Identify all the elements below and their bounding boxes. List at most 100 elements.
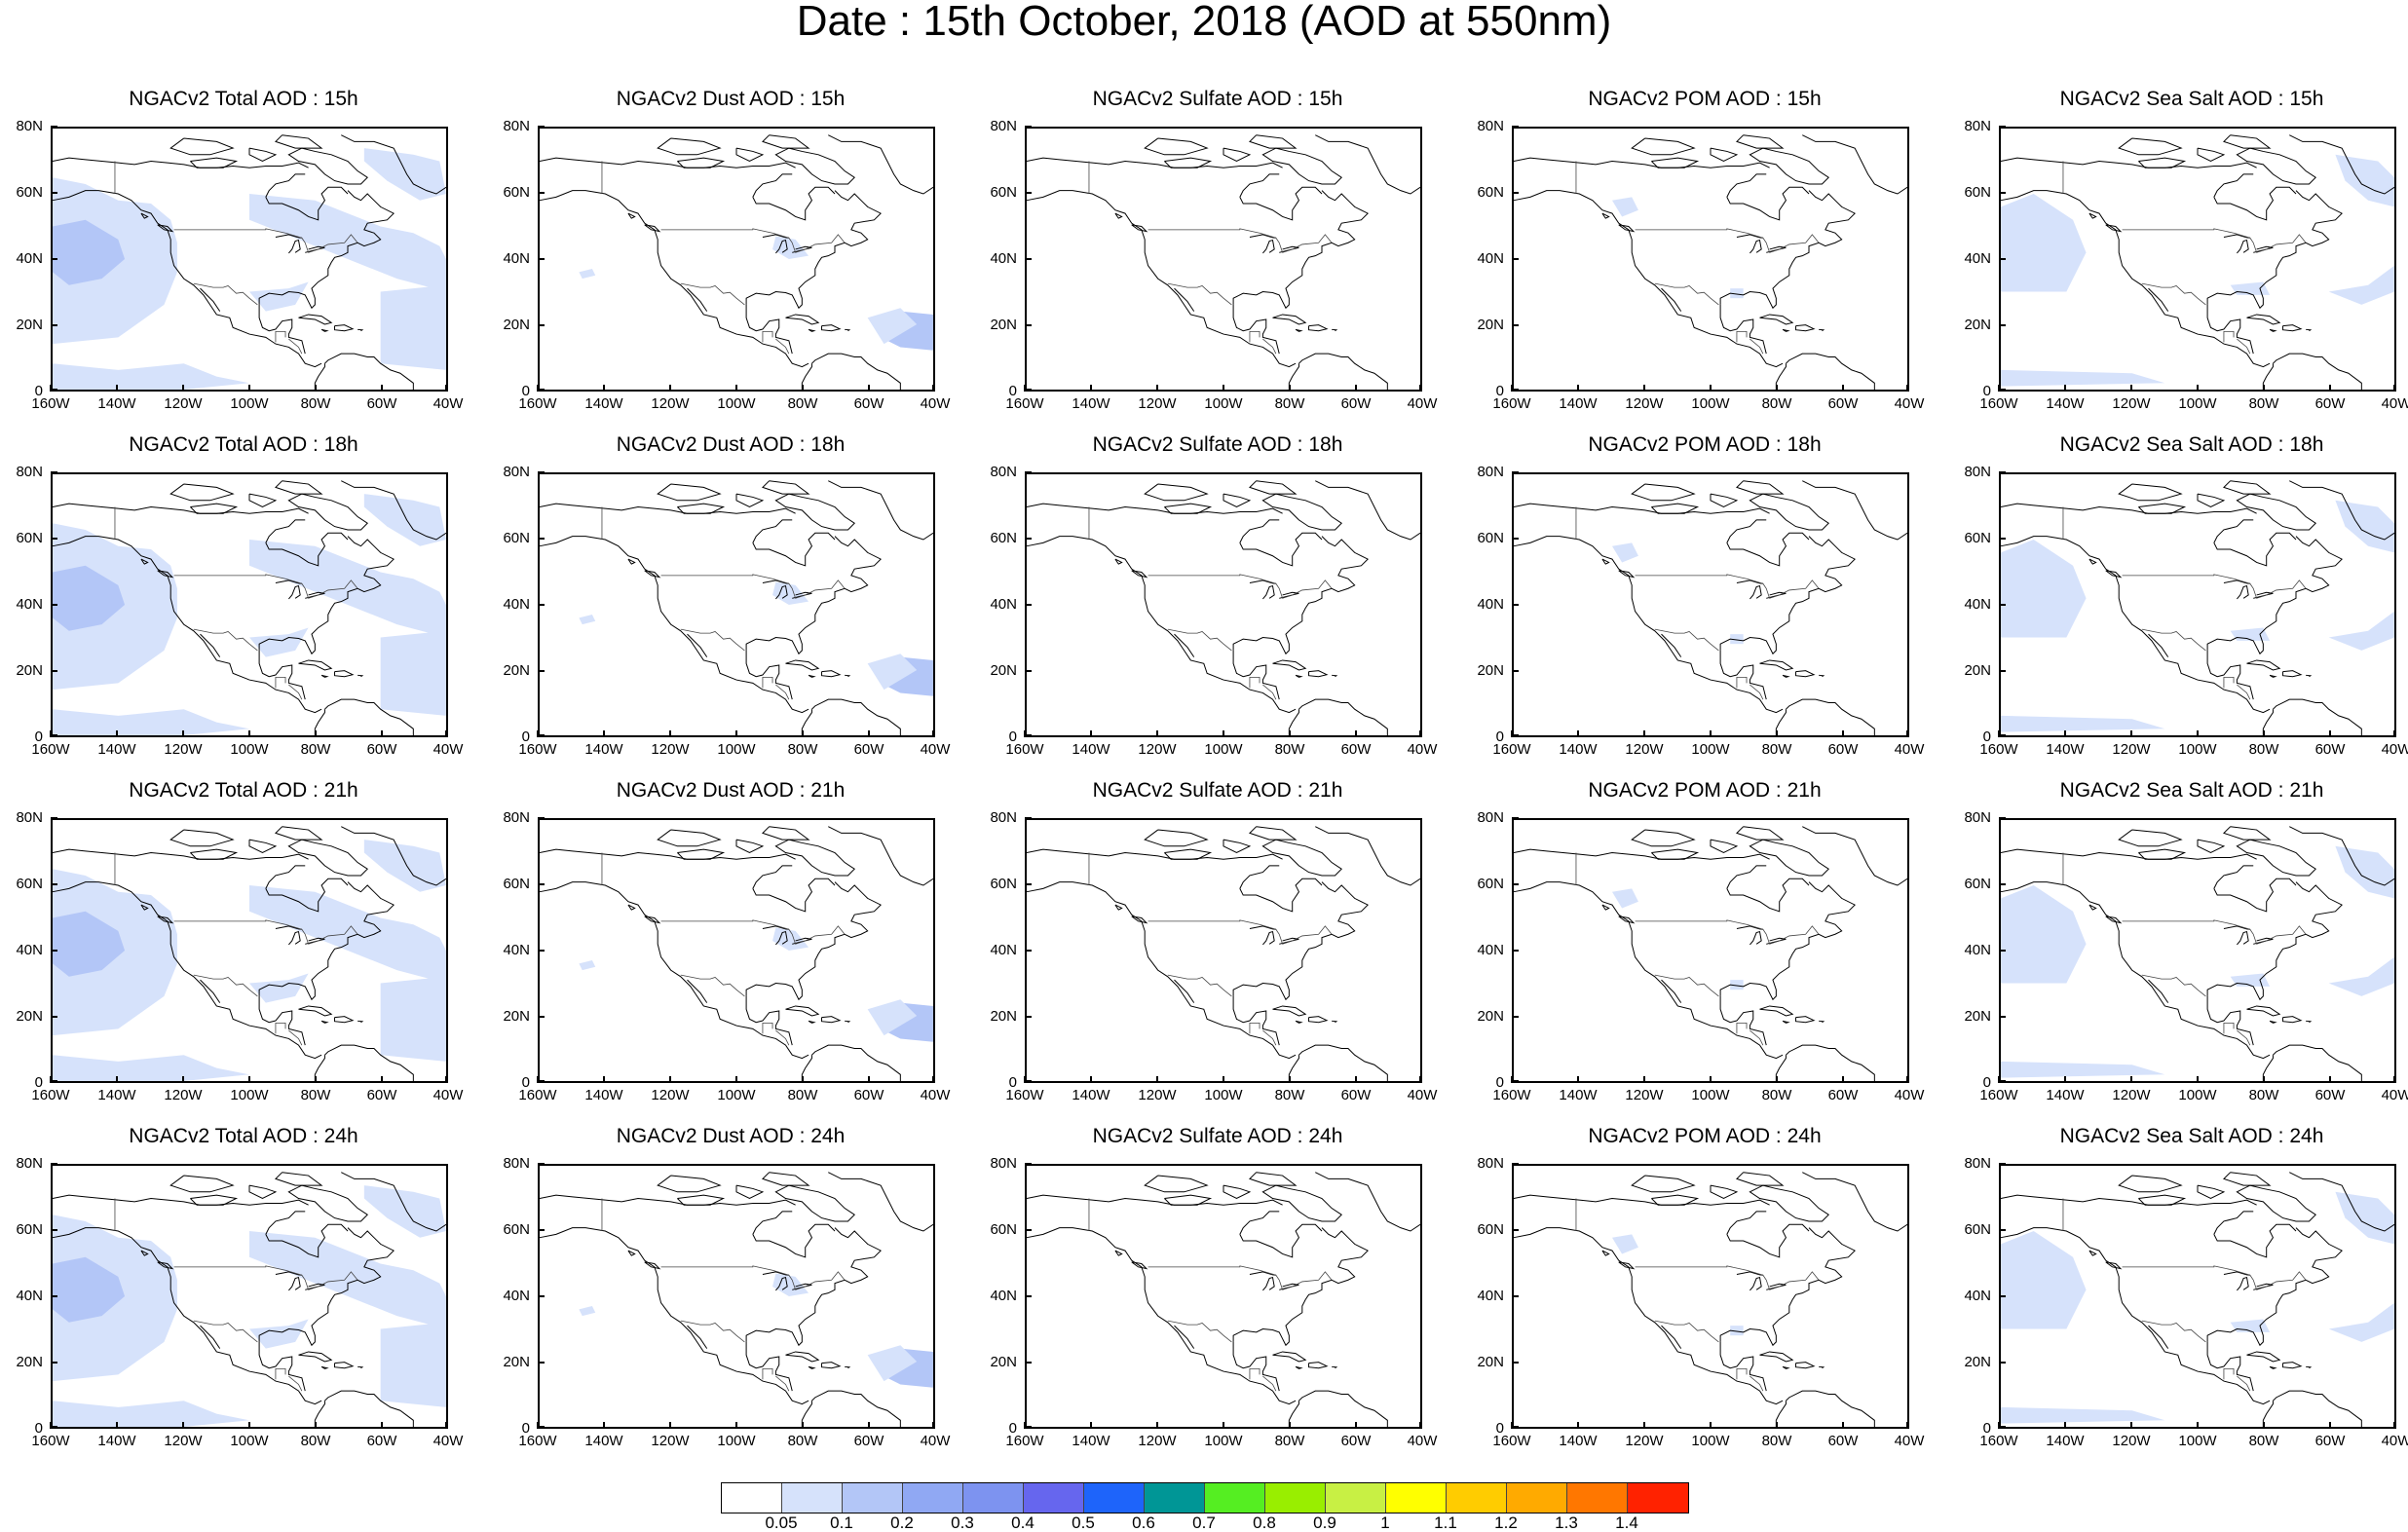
lon-tick — [1090, 385, 1092, 392]
political-border — [2141, 628, 2206, 652]
lon-tick — [735, 1422, 737, 1429]
lon-tick — [315, 1076, 317, 1083]
coastline — [1802, 134, 1907, 195]
lat-tick-label: 40N — [16, 596, 43, 613]
lon-tick-label: 120W — [164, 741, 203, 758]
lat-tick-label: 80N — [1964, 809, 1991, 826]
coastline — [1726, 532, 1810, 567]
lon-tick — [1577, 730, 1579, 737]
coastline — [1736, 134, 1785, 149]
coastline — [1749, 147, 1829, 185]
coastline — [1027, 190, 1297, 368]
lat-tick-label: 0 — [1982, 1074, 1991, 1091]
lon-tick — [1511, 1076, 1513, 1083]
political-border — [1167, 628, 1232, 652]
lon-tick — [868, 385, 870, 392]
lon-tick-label: 80W — [1761, 1433, 1792, 1449]
lat-tick-label: 80N — [1477, 464, 1504, 480]
coastline — [774, 1184, 855, 1222]
coastline — [2306, 1365, 2313, 1369]
lon-tick — [2263, 730, 2265, 737]
map-frame — [538, 127, 935, 392]
coastline — [1232, 1341, 1280, 1392]
coastline — [200, 979, 221, 1003]
lat-tick-label: 80N — [16, 464, 43, 480]
coastline — [540, 157, 796, 168]
political-border — [762, 1367, 773, 1380]
lat-tick-label: 0 — [1008, 383, 1017, 399]
lat-tick-label: 20N — [990, 1354, 1017, 1370]
lon-tick-label: 120W — [2112, 1087, 2151, 1103]
coastline — [1766, 937, 1787, 945]
coastline — [298, 314, 333, 325]
lat-tick-label: 0 — [1495, 729, 1504, 745]
colorbar-swatch — [1024, 1483, 1084, 1513]
lon-tick-label: 40W — [1894, 741, 1925, 758]
lon-tick-label: 80W — [1274, 1087, 1305, 1103]
political-border — [1148, 228, 1333, 253]
coastline — [821, 670, 842, 678]
political-border — [762, 1022, 773, 1034]
lat-tick — [1512, 883, 1519, 885]
lat-tick — [538, 604, 545, 606]
political-border — [2122, 919, 2307, 945]
coastline — [2088, 904, 2097, 911]
aod-plume — [249, 1319, 309, 1349]
coastline — [1114, 1250, 1123, 1256]
coastline — [288, 584, 301, 600]
coastline — [752, 519, 793, 543]
panel-title: NGACv2 Total AOD : 21h — [129, 779, 358, 802]
coastline — [1308, 324, 1329, 332]
aod-map — [1027, 134, 1420, 390]
lat-tick — [1025, 1426, 1032, 1428]
lon-tick-label: 160W — [1979, 1433, 2018, 1449]
lon-tick — [182, 730, 184, 737]
lon-tick-label: 60W — [2314, 395, 2346, 412]
coastline — [540, 503, 796, 514]
lon-tick-label: 120W — [1625, 1433, 1664, 1449]
coastline — [2269, 1365, 2277, 1369]
coastline — [1298, 1390, 1388, 1427]
coastline — [1232, 304, 1280, 355]
coastline — [324, 698, 414, 735]
lat-tick-label: 40N — [16, 250, 43, 267]
political-border — [660, 574, 846, 599]
lon-tick — [2263, 1076, 2265, 1083]
lat-tick-label: 20N — [1477, 317, 1504, 333]
coastline — [792, 1283, 812, 1290]
coastline — [1239, 532, 1323, 567]
lon-tick-label: 80W — [1274, 1433, 1305, 1449]
coastline — [2206, 995, 2254, 1046]
coastline — [808, 1020, 816, 1024]
lon-tick-label: 100W — [230, 1433, 269, 1449]
lon-tick-label: 100W — [1691, 1433, 1730, 1449]
lon-tick-label: 60W — [1827, 741, 1859, 758]
map-panel: NGACv2 Sea Salt AOD : 15h 80N 60N 40N 20N 0 16… — [1948, 88, 2408, 412]
lon-tick-label: 60W — [366, 1433, 397, 1449]
political-border — [1736, 1022, 1748, 1034]
lon-tick-label: 80W — [787, 741, 818, 758]
political-border — [2122, 228, 2307, 253]
coastline — [1514, 1227, 1784, 1405]
coastline — [745, 1341, 793, 1392]
panel-title: NGACv2 Total AOD : 24h — [129, 1125, 358, 1147]
lon-tick-label: 160W — [1492, 1433, 1531, 1449]
colorbar — [721, 1482, 1689, 1513]
coastline — [2001, 881, 2271, 1060]
lat-tick-label: 20N — [503, 1008, 530, 1025]
coastline — [190, 848, 239, 860]
lon-tick-label: 60W — [2314, 1087, 2346, 1103]
coastline — [287, 1184, 368, 1222]
coastline — [735, 147, 765, 163]
lat-tick — [51, 604, 57, 606]
aod-plume — [579, 269, 596, 280]
political-border — [2223, 676, 2235, 689]
political-border — [1262, 338, 1277, 355]
map-panel: NGACv2 Total AOD : 18h 80N 60N 40N 20N 0 160W 1… — [0, 433, 487, 758]
coastline — [1223, 493, 1252, 508]
lon-tick — [603, 1422, 605, 1429]
aod-plume — [1730, 1326, 1744, 1336]
coastline — [1710, 839, 1739, 854]
coastline — [1223, 1184, 1252, 1200]
lat-tick-label: 80N — [1477, 118, 1504, 134]
